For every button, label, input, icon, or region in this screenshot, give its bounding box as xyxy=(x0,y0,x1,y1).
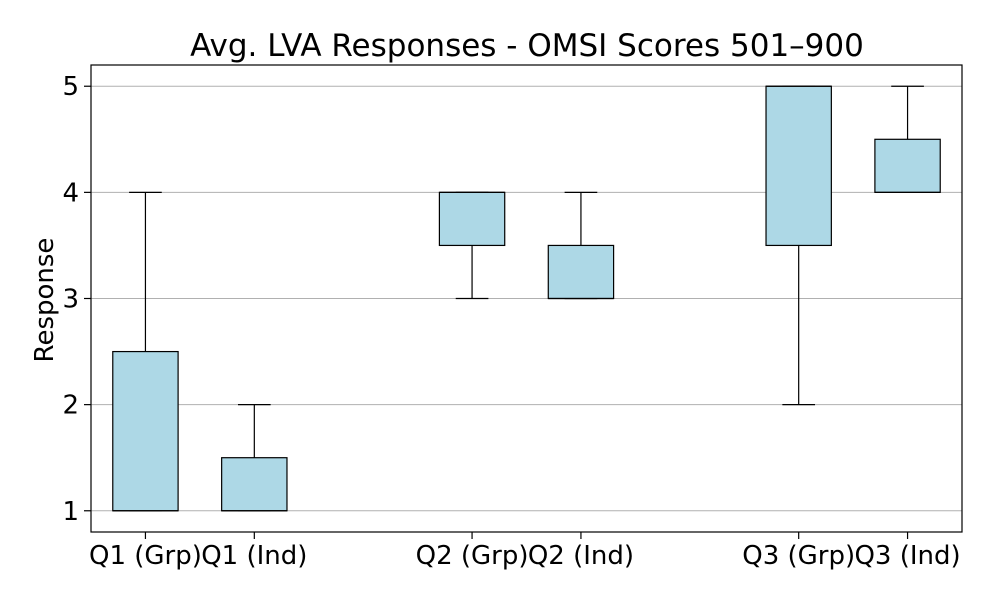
y-tick-label: 4 xyxy=(62,178,79,208)
x-tick-label: Q1 (Grp) xyxy=(89,541,202,571)
y-tick-label: 1 xyxy=(62,497,79,527)
y-tick-label: 5 xyxy=(62,72,79,102)
box-q3-ind xyxy=(874,85,941,193)
iqr-box xyxy=(765,85,832,247)
box-q1-grp xyxy=(112,191,179,512)
box-q2-ind xyxy=(547,191,615,300)
x-tick-label: Q1 (Ind) xyxy=(201,541,307,571)
iqr-box xyxy=(547,244,615,300)
y-tick-label: 2 xyxy=(62,391,79,421)
chart-title: Avg. LVA Responses - OMSI Scores 501–900 xyxy=(190,28,864,64)
iqr-box xyxy=(112,350,179,512)
x-tick-label: Q3 (Grp) xyxy=(742,541,855,571)
y-tick-label: 3 xyxy=(62,285,79,315)
iqr-box xyxy=(438,191,506,247)
x-tick-label: Q2 (Grp) xyxy=(416,541,529,571)
box-q1-ind xyxy=(221,404,288,512)
box-q2-grp xyxy=(438,191,506,300)
iqr-box xyxy=(874,138,941,193)
iqr-box xyxy=(221,457,288,512)
x-tick-label: Q2 (Ind) xyxy=(528,541,634,571)
x-tick-label: Q3 (Ind) xyxy=(854,541,960,571)
box-q3-grp xyxy=(765,85,832,406)
box-layer xyxy=(112,85,941,512)
tick-layer: 1 2 3 4 5 Q1 (Grp) Q1 (Ind) Q2 (Grp) Q2 (Ind) Q3 … xyxy=(62,72,960,571)
y-axis-label: Response xyxy=(30,238,60,363)
